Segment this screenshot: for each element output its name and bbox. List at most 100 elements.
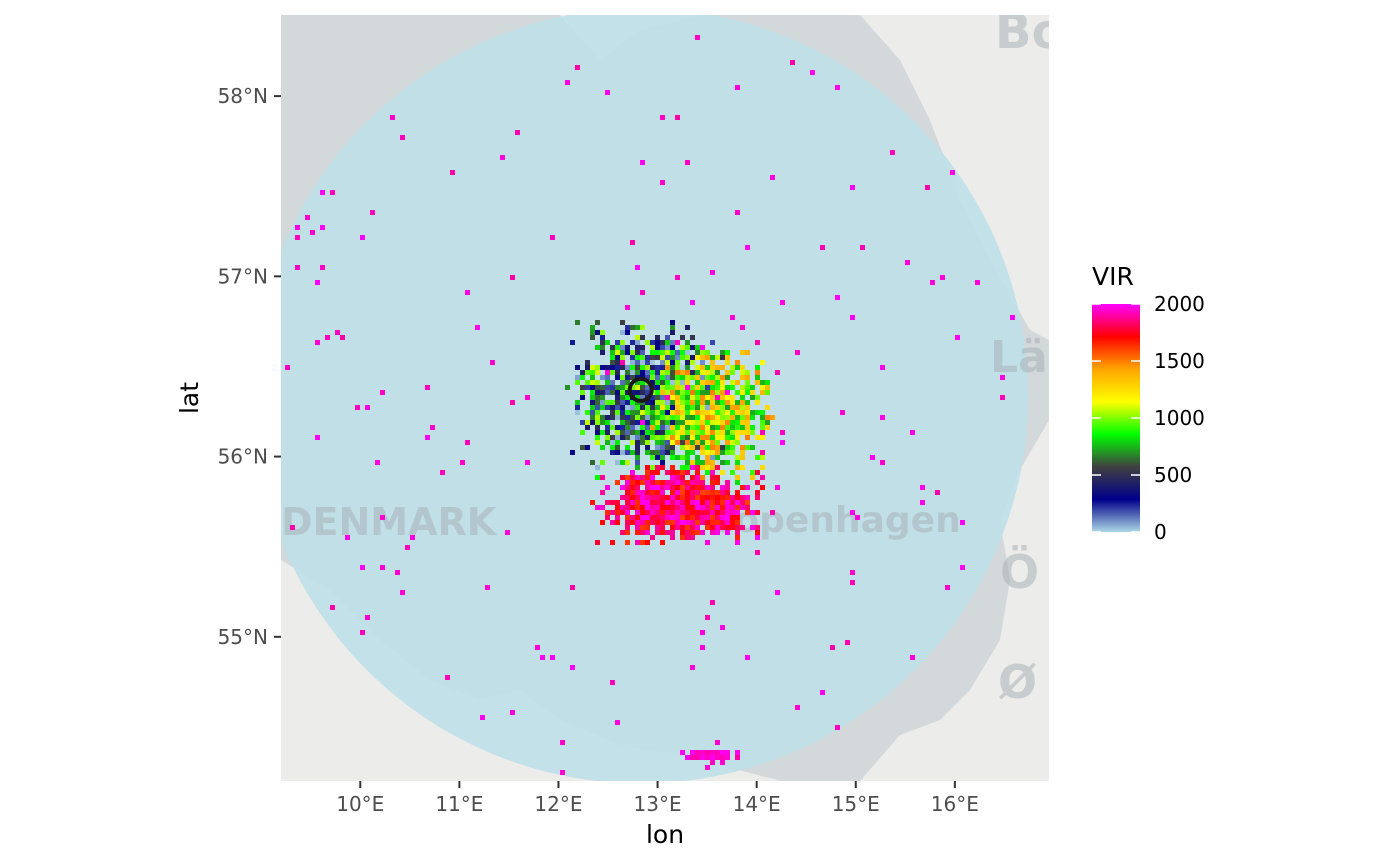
vir-pixel: [595, 330, 600, 335]
vir-pixel: [655, 380, 660, 385]
vir-pixel: [735, 400, 740, 405]
vir-pixel: [660, 440, 665, 445]
vir-pixel: [735, 425, 740, 430]
vir-pixel: [635, 420, 640, 425]
vir-pixel: [640, 160, 645, 165]
vir-pixel: [755, 480, 760, 485]
basemap-label-copenhagen: Copenhagen: [708, 500, 961, 541]
vir-pixel: [740, 420, 745, 425]
vir-pixel: [700, 495, 705, 500]
vir-pixel: [735, 210, 740, 215]
vir-pixel: [735, 500, 740, 505]
vir-pixel: [365, 615, 370, 620]
vir-pixel: [360, 630, 365, 635]
vir-pixel: [680, 355, 685, 360]
vir-pixel: [760, 410, 765, 415]
vir-pixel: [665, 430, 670, 435]
vir-pixel: [735, 85, 740, 90]
vir-pixel: [710, 455, 715, 460]
vir-pixel: [580, 445, 585, 450]
vir-pixel: [700, 645, 705, 650]
vir-pixel: [630, 355, 635, 360]
vir-pixel: [650, 410, 655, 415]
vir-pixel: [735, 510, 740, 515]
vir-pixel: [680, 520, 685, 525]
vir-pixel: [615, 505, 620, 510]
vir-pixel: [655, 485, 660, 490]
vir-pixel: [625, 515, 630, 520]
vir-pixel: [880, 365, 885, 370]
radar-site-marker[interactable]: [627, 376, 654, 403]
vir-pixel: [730, 525, 735, 530]
vir-pixel: [715, 750, 720, 755]
vir-pixel: [770, 510, 775, 515]
vir-pixel: [735, 365, 740, 370]
vir-pixel: [595, 405, 600, 410]
vir-pixel: [610, 540, 615, 545]
vir-pixel: [720, 380, 725, 385]
vir-pixel: [660, 370, 665, 375]
vir-pixel: [620, 385, 625, 390]
vir-pixel: [660, 380, 665, 385]
vir-pixel: [660, 490, 665, 495]
vir-pixel: [695, 375, 700, 380]
vir-pixel: [755, 510, 760, 515]
vir-pixel: [740, 505, 745, 510]
vir-pixel: [645, 340, 650, 345]
vir-pixel: [665, 385, 670, 390]
vir-pixel: [610, 380, 615, 385]
vir-pixel: [740, 350, 745, 355]
vir-pixel: [615, 345, 620, 350]
vir-pixel: [820, 690, 825, 695]
vir-pixel: [570, 340, 575, 345]
vir-pixel: [680, 435, 685, 440]
vir-pixel: [705, 425, 710, 430]
vir-pixel: [715, 740, 720, 745]
vir-pixel: [585, 425, 590, 430]
map-panel[interactable]: DENMARK Copenhagen Bo Lä Ö Ø: [253, 4, 1064, 783]
vir-pixel: [960, 520, 965, 525]
vir-pixel: [675, 425, 680, 430]
vir-pixel: [625, 405, 630, 410]
vir-pixel: [695, 420, 700, 425]
vir-pixel: [725, 360, 730, 365]
vir-pixel: [720, 385, 725, 390]
vir-pixel: [685, 355, 690, 360]
x-tick-label: 10°E: [336, 792, 384, 816]
vir-pixel: [685, 530, 690, 535]
vir-pixel: [600, 420, 605, 425]
vir-pixel: [425, 435, 430, 440]
vir-pixel: [740, 370, 745, 375]
vir-pixel: [680, 480, 685, 485]
vir-pixel: [620, 375, 625, 380]
vir-pixel: [750, 475, 755, 480]
vir-pixel: [680, 505, 685, 510]
vir-pixel: [665, 450, 670, 455]
vir-pixel: [700, 370, 705, 375]
vir-pixel: [625, 530, 630, 535]
vir-pixel: [765, 380, 770, 385]
vir-pixel: [740, 365, 745, 370]
vir-pixel: [720, 625, 725, 630]
vir-pixel: [630, 350, 635, 355]
vir-pixel: [560, 740, 565, 745]
vir-pixel: [720, 505, 725, 510]
vir-pixel: [610, 510, 615, 515]
vir-pixel: [630, 500, 635, 505]
vir-pixel: [690, 450, 695, 455]
vir-pixel: [665, 365, 670, 370]
vir-pixel: [710, 405, 715, 410]
vir-pixel: [680, 525, 685, 530]
vir-pixel: [685, 460, 690, 465]
vir-pixel: [320, 190, 325, 195]
vir-pixel: [600, 445, 605, 450]
vir-pixel: [340, 335, 345, 340]
vir-pixel: [685, 375, 690, 380]
vir-pixel: [745, 390, 750, 395]
vir-pixel: [600, 520, 605, 525]
vir-pixel: [795, 350, 800, 355]
vir-pixel: [660, 495, 665, 500]
vir-pixel: [655, 500, 660, 505]
vir-pixel: [685, 535, 690, 540]
vir-pixel: [670, 355, 675, 360]
